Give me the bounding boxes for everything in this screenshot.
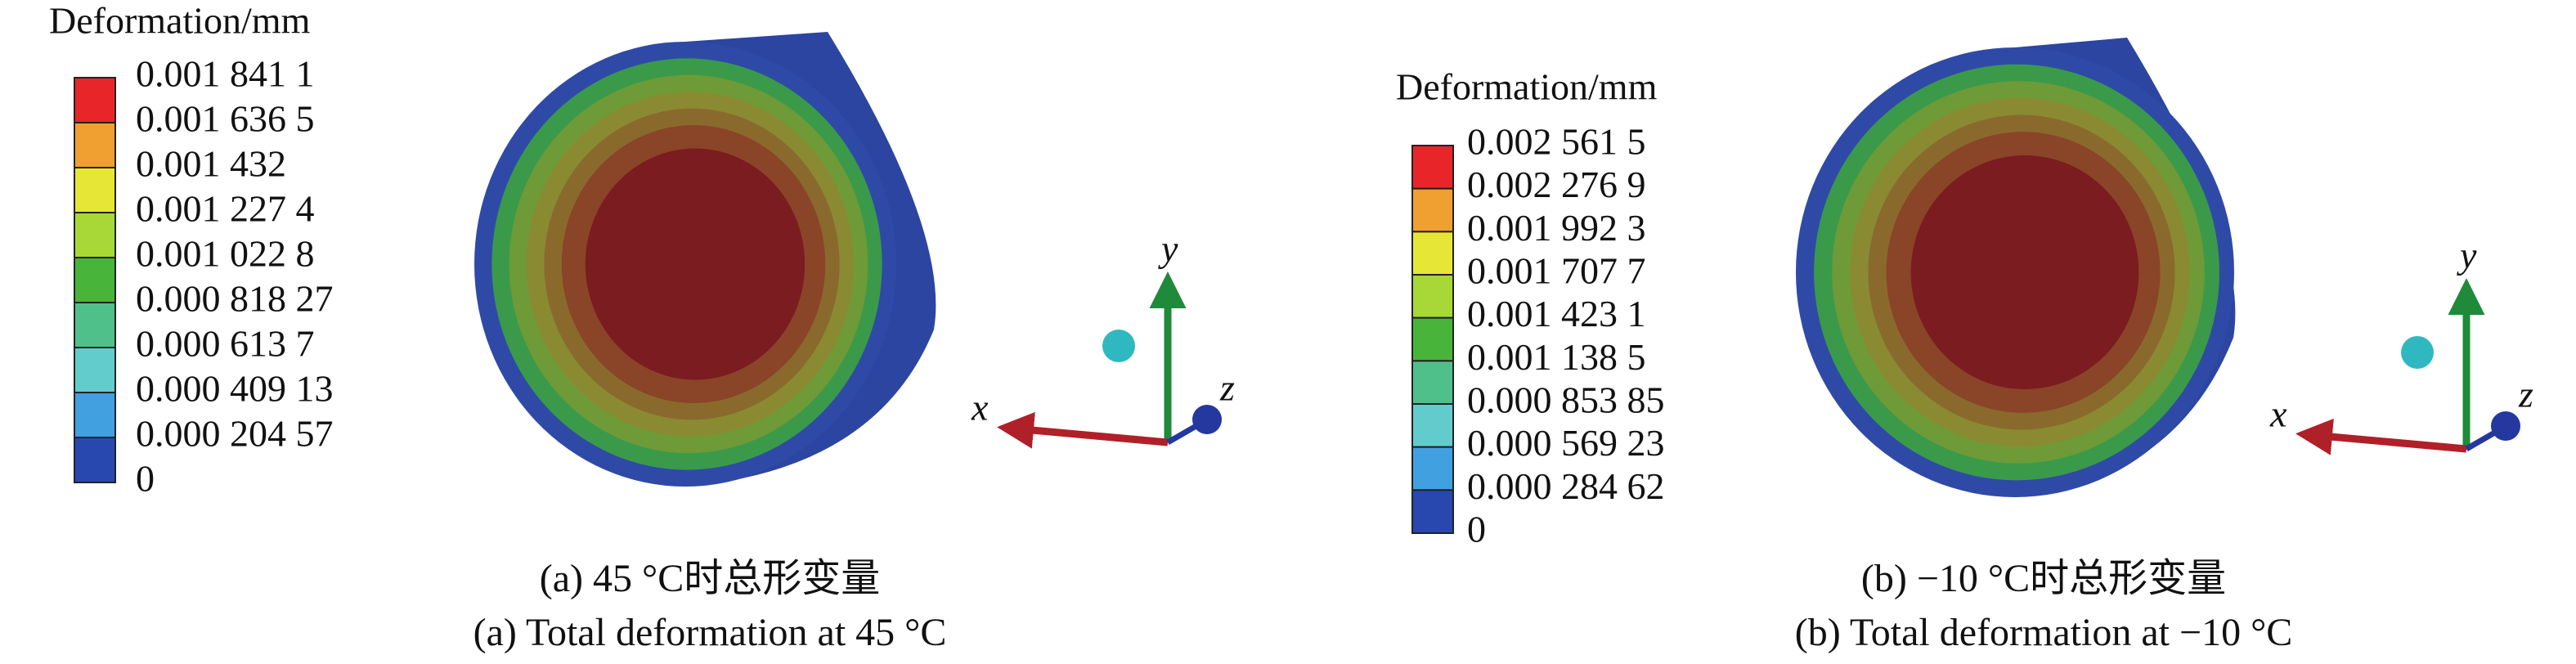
caption-en: (b) Total deformation at −10 °C [1795, 611, 2293, 654]
legend-label: 0.001 841 1 [136, 53, 315, 95]
legend-label: 0.001 432 [136, 143, 286, 185]
legend-swatch [74, 167, 116, 213]
legend-swatch [1411, 403, 1454, 448]
legend-title: Deformation/mm [49, 0, 311, 42]
origin-sphere [2401, 336, 2434, 369]
legend-swatch [74, 302, 116, 348]
legend-label: 0.000 853 85 [1467, 379, 1665, 421]
legend-label: 0.001 227 4 [136, 188, 315, 230]
caption-cn: (b) −10 °C时总形变量 [1861, 557, 2226, 600]
legend-swatch [1411, 187, 1454, 233]
axis-label-y: y [2457, 235, 2477, 276]
legend-label: 0.001 707 7 [1467, 250, 1646, 292]
axis-label-y: y [1158, 228, 1178, 270]
legend-swatch [1411, 360, 1454, 406]
axis-x [997, 411, 1169, 449]
legend-swatch [1411, 145, 1454, 190]
legend-label: 0 [136, 458, 155, 500]
legend-swatch [1411, 316, 1454, 362]
legend-label: 0.002 276 9 [1467, 164, 1646, 205]
axis-x [2296, 418, 2467, 455]
legend-swatch [74, 257, 116, 303]
legend-label: 0.002 561 5 [1467, 121, 1646, 163]
legend-swatch [74, 212, 116, 258]
axis-label-z: z [1219, 367, 1235, 409]
legend-label: 0.000 284 62 [1467, 465, 1665, 507]
caption-en: (a) Total deformation at 45 °C [473, 611, 947, 654]
axis-z-ball [2491, 411, 2520, 441]
legend-label: 0.000 204 57 [136, 413, 334, 455]
axis-label-x: x [971, 387, 989, 428]
legend-label: 0.000 818 27 [136, 278, 334, 320]
origin-sphere [1102, 330, 1135, 362]
legend-label: 0 [1467, 509, 1486, 550]
legend-swatch [74, 392, 116, 438]
contour-ring [1910, 155, 2139, 389]
legend-title: Deformation/mm [1396, 66, 1658, 108]
axis-z-ball [1192, 405, 1222, 434]
legend-swatch [74, 122, 116, 168]
legend-label: 0.001 423 1 [1467, 293, 1646, 334]
legend-swatch [1411, 446, 1454, 491]
legend-label: 0.001 636 5 [136, 98, 315, 140]
legend-swatch [74, 77, 116, 123]
legend-swatch [1411, 274, 1454, 319]
legend-label: 0.001 022 8 [136, 233, 315, 275]
legend-swatch [74, 347, 116, 393]
legend-label: 0.000 569 23 [1467, 422, 1665, 464]
legend-label: 0.000 613 7 [136, 323, 315, 365]
contour-ring [585, 148, 806, 380]
legend-label: 0.001 992 3 [1467, 207, 1646, 249]
legend-label: 0.000 409 13 [136, 368, 334, 410]
legend-swatch [1411, 231, 1454, 276]
axis-label-x: x [2269, 393, 2287, 435]
legend-label: 0.001 138 5 [1467, 336, 1646, 378]
caption-cn: (a) 45 °C时总形变量 [540, 557, 881, 600]
axis-label-z: z [2518, 374, 2533, 415]
legend-swatch [1411, 489, 1454, 534]
legend-swatch [74, 437, 116, 483]
